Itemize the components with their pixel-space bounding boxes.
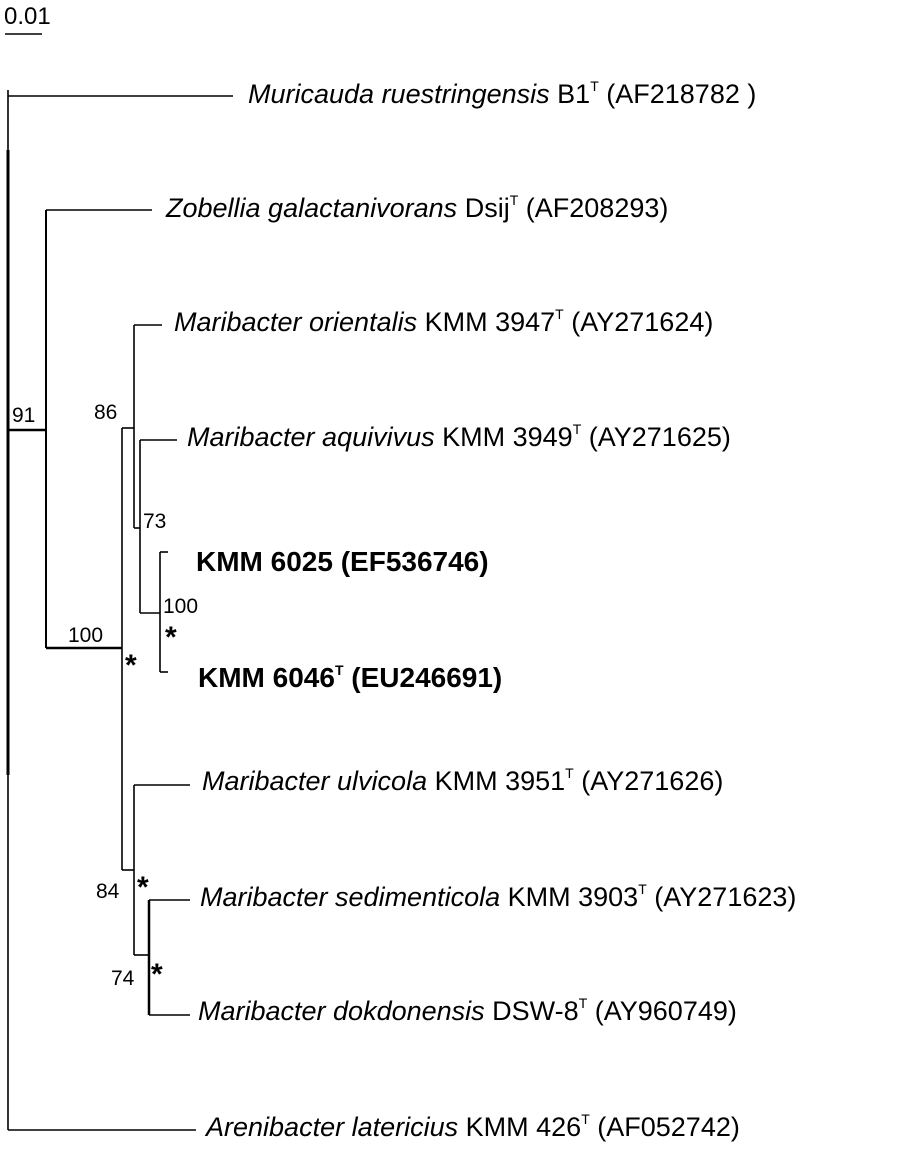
taxon-label-orientalis: Maribacter orientalis KMM 3947T (AY27162…	[174, 307, 713, 338]
bootstrap-84: 84	[96, 880, 120, 903]
type-strain-mark: T	[509, 192, 519, 208]
accession-number: (AF052742)	[597, 1112, 740, 1142]
strain-name: DSW-8	[492, 996, 579, 1026]
marker-star-maribacter: *	[125, 649, 137, 682]
strain-name: KMM 3947	[424, 307, 556, 337]
marker-star-kmm-pair: *	[165, 621, 177, 654]
species-name: Maribacter sedimenticola	[200, 882, 501, 912]
scale-bar-label: 0.01	[4, 3, 51, 30]
species-name: Maribacter ulvicola	[202, 766, 428, 796]
accession-number: (AY271626)	[581, 766, 724, 796]
type-strain-mark: T	[572, 421, 582, 437]
type-strain-mark: T	[565, 765, 574, 781]
type-strain-mark: T	[590, 78, 599, 94]
type-strain-mark: T	[581, 1111, 590, 1127]
species-name: Arenibacter latericius	[206, 1112, 459, 1142]
type-strain-mark: T	[638, 881, 647, 897]
strain-name: KMM 426	[465, 1112, 582, 1142]
type-strain-mark: T	[578, 995, 588, 1011]
marker-star-ulvicola-clade: *	[137, 871, 149, 904]
bootstrap-74: 74	[111, 967, 135, 990]
bootstrap-100-maribacter: 100	[68, 624, 104, 647]
accession-number: (AY271623)	[654, 882, 797, 912]
bootstrap-86: 86	[94, 401, 118, 424]
bootstrap-100-kmm: 100	[163, 595, 199, 618]
bootstrap-73: 73	[143, 510, 167, 533]
taxon-label-ulvicola: Maribacter ulvicola KMM 3951T (AY271626)	[202, 766, 723, 797]
accession-number: (AY271625)	[588, 422, 731, 452]
accession-number: (AF218782 )	[606, 79, 757, 109]
accession-number: (AY271624)	[571, 307, 714, 337]
accession-number: (AY960749)	[594, 996, 737, 1026]
taxon-label-kmm6025: KMM 6025 (EF536746)	[196, 546, 489, 578]
strain-name: KMM 3949	[442, 422, 573, 452]
species-name: Maribacter aquivivus	[187, 422, 435, 452]
strain-name: KMM 6046	[198, 662, 335, 693]
strain-name: KMM 3951	[434, 766, 566, 796]
species-name: Muricauda ruestringensis	[248, 79, 550, 109]
type-strain-mark: T	[555, 306, 564, 322]
taxon-label-dokdonensis: Maribacter dokdonensis DSW-8T (AY960749)	[198, 996, 737, 1027]
taxon-label-zobellia: Zobellia galactanivorans DsijT (AF208293…	[166, 193, 668, 224]
accession-number: (EF536746)	[340, 546, 489, 577]
bootstrap-91: 91	[12, 404, 36, 427]
taxon-label-arenibacter: Arenibacter latericius KMM 426T (AF05274…	[206, 1112, 740, 1143]
type-strain-mark: T	[334, 662, 344, 678]
accession-number: (EU246691)	[351, 662, 503, 693]
strain-name: KMM 6025	[196, 546, 333, 577]
strain-name: B1	[557, 79, 591, 109]
strain-name: KMM 3903	[507, 882, 639, 912]
species-name: Zobellia galactanivorans	[166, 193, 458, 223]
taxon-label-aquivivus: Maribacter aquivivus KMM 3949T (AY271625…	[187, 422, 731, 453]
species-name: Maribacter dokdonensis	[198, 996, 485, 1026]
strain-name: Dsij	[464, 193, 510, 223]
taxon-label-sedimenticola: Maribacter sedimenticola KMM 3903T (AY27…	[200, 882, 796, 913]
accession-number: (AF208293)	[525, 193, 669, 223]
species-name: Maribacter orientalis	[174, 307, 418, 337]
taxon-label-muricauda: Muricauda ruestringensis B1T (AF218782 )	[248, 79, 756, 110]
marker-star-sed-dok: *	[151, 958, 163, 991]
taxon-label-kmm6046: KMM 6046T (EU246691)	[198, 662, 502, 694]
